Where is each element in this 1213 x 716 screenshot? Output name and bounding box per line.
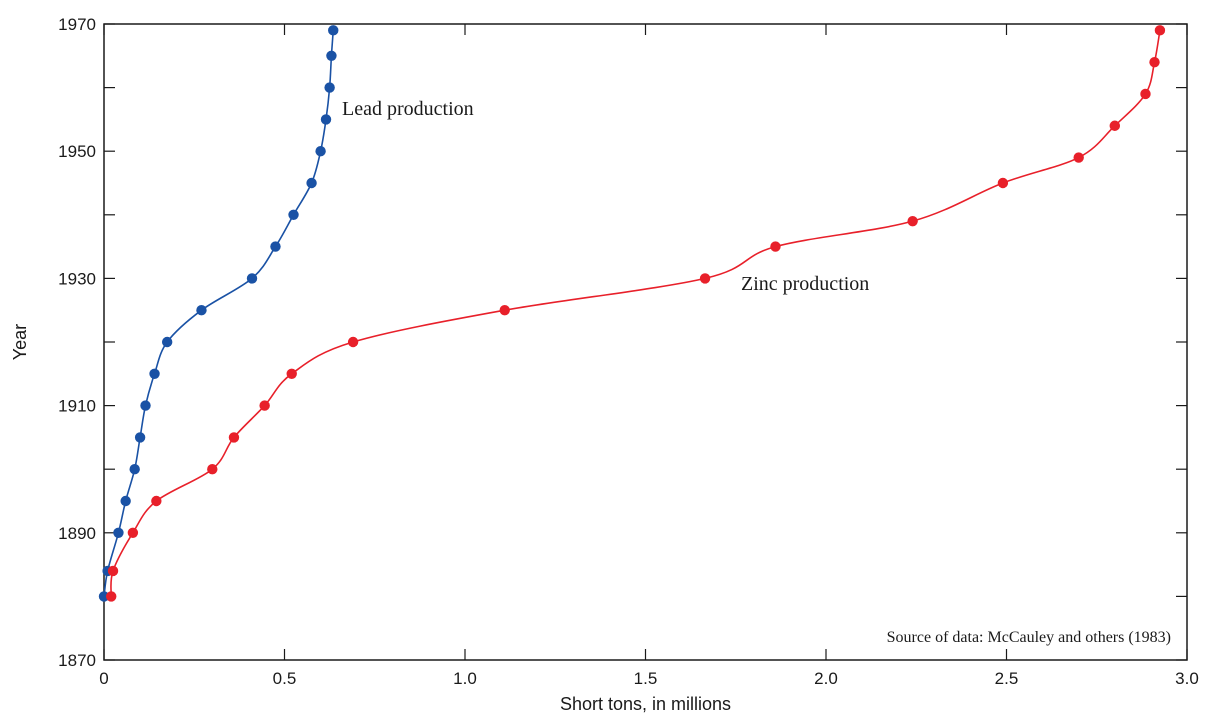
zinc-production-point [151, 495, 162, 507]
zinc-production-point [770, 241, 781, 252]
zinc-production-point [1109, 120, 1121, 131]
plot-frame [103, 23, 1188, 661]
zinc-production-point [228, 432, 240, 443]
series-layer [98, 25, 1166, 602]
lead-production-point [196, 305, 207, 316]
y-axis: 1870 1890 1910 1930 1950 1970 [58, 15, 1187, 670]
zinc-production-label: Zinc production [741, 273, 869, 295]
y-tick-label: 1950 [58, 142, 96, 161]
lead-production-point [140, 400, 151, 411]
x-tick-label: 2.5 [995, 669, 1019, 688]
x-tick-label: 0.5 [273, 669, 297, 688]
lead-production-point [98, 591, 110, 602]
y-tick-label: 1930 [58, 269, 96, 288]
lead-production-point [113, 527, 124, 538]
x-axis-title: Short tons, in millions [560, 694, 731, 714]
y-tick-label: 1890 [58, 524, 96, 543]
x-axis: 0 0.5 1.0 1.5 2.0 2.5 3.0 [99, 24, 1199, 688]
zinc-production-point [1140, 88, 1151, 100]
zinc-production-point [347, 336, 359, 348]
zinc-production-point [699, 273, 711, 284]
zinc-production-point [1154, 25, 1166, 36]
lead-production-point [246, 273, 258, 284]
lead-production-point [129, 464, 140, 475]
zinc-production-point [106, 591, 117, 602]
y-tick-label: 1870 [58, 651, 96, 670]
lead-production-point [270, 241, 281, 252]
y-tick-label: 1970 [58, 15, 96, 34]
zinc-production-point [259, 400, 270, 411]
zinc-production-point [1073, 152, 1084, 163]
zinc-production-point [127, 527, 139, 538]
lead-production-label: Lead production [342, 98, 474, 120]
source-note: Source of data: McCauley and others (198… [887, 629, 1171, 646]
zinc-production-point [1149, 56, 1160, 68]
zinc-production-point [907, 215, 918, 227]
lead-production-point [324, 82, 335, 93]
x-tick-label: 0 [99, 669, 108, 688]
zinc-production-point [286, 368, 297, 379]
x-tick-label: 1.5 [634, 669, 658, 688]
zinc-production-point [997, 177, 1009, 189]
lead-production-point [326, 50, 337, 61]
y-tick-label: 1910 [58, 397, 96, 416]
zinc-production-point [207, 464, 218, 475]
lead-production-point [161, 336, 173, 348]
lead-production-line [103, 30, 335, 597]
lead-production-point [149, 368, 160, 379]
y-axis-title: Year [10, 324, 30, 360]
lead-production-point [120, 495, 131, 507]
lead-production-point [328, 25, 339, 36]
zinc-production-point [107, 565, 119, 577]
lead-production-point [320, 114, 332, 125]
x-tick-label: 3.0 [1175, 669, 1199, 688]
x-tick-label: 2.0 [814, 669, 838, 688]
lead-production-point [306, 177, 317, 189]
lead-production-point [288, 209, 299, 220]
zinc-production-line [110, 30, 1161, 597]
x-tick-label: 1.0 [453, 669, 477, 688]
lead-production-point [315, 146, 326, 157]
lead-production-point [134, 432, 146, 443]
zinc-production-point [499, 305, 510, 316]
